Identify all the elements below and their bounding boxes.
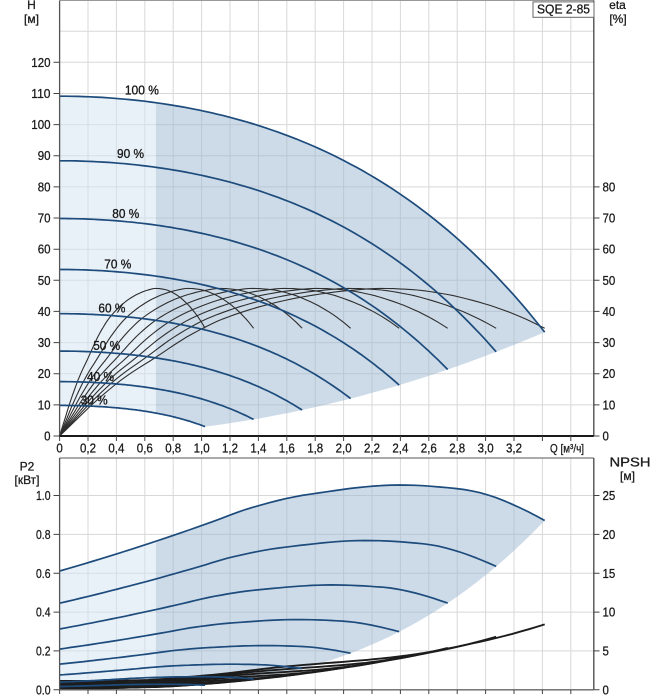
svg-text:70: 70 bbox=[603, 211, 616, 226]
svg-text:0.2: 0.2 bbox=[36, 643, 51, 658]
svg-text:70: 70 bbox=[38, 211, 51, 226]
svg-text:120: 120 bbox=[31, 55, 50, 70]
svg-text:80: 80 bbox=[38, 179, 51, 194]
svg-text:2,8: 2,8 bbox=[449, 440, 465, 455]
svg-text:20: 20 bbox=[603, 527, 616, 542]
svg-text:0,6: 0,6 bbox=[137, 440, 153, 455]
svg-text:H: H bbox=[27, 0, 36, 12]
svg-text:40: 40 bbox=[38, 304, 51, 319]
svg-text:0.6: 0.6 bbox=[36, 566, 51, 581]
svg-text:10: 10 bbox=[38, 397, 51, 412]
svg-text:40 %: 40 % bbox=[87, 369, 114, 384]
svg-text:2,2: 2,2 bbox=[364, 440, 380, 455]
svg-text:20: 20 bbox=[603, 366, 616, 381]
svg-text:1,4: 1,4 bbox=[250, 440, 266, 455]
svg-text:3,0: 3,0 bbox=[478, 440, 494, 455]
svg-text:0: 0 bbox=[44, 429, 50, 444]
svg-text:110: 110 bbox=[31, 86, 50, 101]
svg-text:90: 90 bbox=[38, 148, 51, 163]
svg-text:60: 60 bbox=[603, 242, 616, 257]
svg-text:1,8: 1,8 bbox=[307, 440, 323, 455]
svg-text:10: 10 bbox=[603, 397, 616, 412]
svg-text:10: 10 bbox=[603, 605, 616, 620]
svg-text:SQE 2-85: SQE 2-85 bbox=[537, 3, 590, 17]
svg-text:0,2: 0,2 bbox=[80, 440, 96, 455]
svg-text:90 %: 90 % bbox=[117, 146, 144, 161]
svg-text:80 %: 80 % bbox=[112, 206, 139, 221]
svg-text:100: 100 bbox=[31, 117, 50, 132]
svg-text:P2: P2 bbox=[20, 460, 35, 474]
svg-text:0.8: 0.8 bbox=[36, 527, 51, 542]
svg-text:1,6: 1,6 bbox=[279, 440, 295, 455]
svg-text:60 %: 60 % bbox=[98, 300, 125, 315]
svg-text:0,4: 0,4 bbox=[108, 440, 124, 455]
svg-text:1.0: 1.0 bbox=[36, 488, 51, 503]
svg-text:3,2: 3,2 bbox=[506, 440, 522, 455]
svg-text:NPSH: NPSH bbox=[610, 456, 651, 470]
svg-text:0,8: 0,8 bbox=[165, 440, 181, 455]
svg-text:30 %: 30 % bbox=[81, 393, 108, 408]
svg-text:20: 20 bbox=[38, 366, 51, 381]
svg-text:1,0: 1,0 bbox=[194, 440, 210, 455]
svg-text:50 %: 50 % bbox=[93, 338, 120, 353]
svg-text:Q [м³/ч]: Q [м³/ч] bbox=[550, 441, 584, 455]
svg-text:2,6: 2,6 bbox=[421, 440, 437, 455]
svg-text:0: 0 bbox=[56, 440, 62, 455]
svg-text:[м]: [м] bbox=[24, 12, 39, 26]
svg-text:50: 50 bbox=[38, 273, 51, 288]
svg-text:0.4: 0.4 bbox=[36, 605, 51, 620]
svg-text:70 %: 70 % bbox=[104, 257, 131, 272]
svg-text:25: 25 bbox=[603, 488, 616, 503]
svg-text:2,4: 2,4 bbox=[392, 440, 408, 455]
svg-text:0: 0 bbox=[603, 682, 609, 697]
svg-text:100 %: 100 % bbox=[125, 83, 159, 98]
svg-text:50: 50 bbox=[603, 273, 616, 288]
svg-text:5: 5 bbox=[603, 643, 609, 658]
svg-text:30: 30 bbox=[603, 335, 616, 350]
svg-text:0.0: 0.0 bbox=[36, 682, 51, 697]
svg-text:[м]: [м] bbox=[620, 469, 635, 483]
svg-text:2,0: 2,0 bbox=[336, 440, 352, 455]
svg-text:60: 60 bbox=[38, 242, 51, 257]
svg-text:[кВт]: [кВт] bbox=[15, 473, 40, 487]
svg-text:40: 40 bbox=[603, 304, 616, 319]
svg-text:0: 0 bbox=[603, 429, 609, 444]
svg-text:30: 30 bbox=[38, 335, 51, 350]
svg-text:15: 15 bbox=[603, 566, 616, 581]
svg-text:[%]: [%] bbox=[609, 12, 626, 26]
svg-text:eta: eta bbox=[609, 0, 626, 12]
svg-text:1,2: 1,2 bbox=[222, 440, 238, 455]
svg-text:80: 80 bbox=[603, 179, 616, 194]
